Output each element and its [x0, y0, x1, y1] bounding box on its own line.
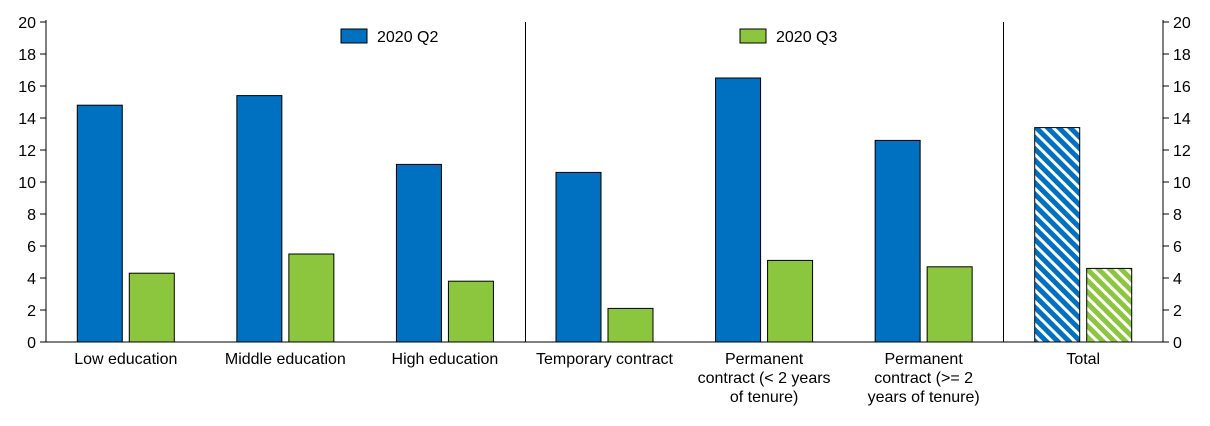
bar-q2-4 — [715, 77, 762, 343]
y-tick-label-left: 16 — [18, 79, 36, 96]
y-tick-label-right: 10 — [1173, 175, 1191, 192]
y-tick-label-right: 18 — [1173, 47, 1191, 64]
x-tick-label-3: Temporary contract — [536, 351, 673, 368]
y-tick-label-right: 6 — [1173, 239, 1182, 256]
y-tick-label-left: 0 — [27, 335, 36, 352]
y-tick-label-right: 12 — [1173, 143, 1191, 160]
y-tick-label-right: 2 — [1173, 303, 1182, 320]
y-tick-label-left: 12 — [18, 143, 36, 160]
bar-q3-1 — [288, 253, 335, 343]
x-tick-label-2: High education — [392, 351, 499, 368]
bar-q2-2 — [395, 163, 442, 343]
group-separators — [525, 22, 1004, 342]
x-tick-label-4: Permanent contract (< 2 years of tenure) — [698, 351, 831, 406]
legend-swatch-q3 — [739, 28, 767, 44]
legend: 2020 Q2 2020 Q3 — [340, 28, 837, 46]
x-tick-label-0: Low education — [74, 351, 177, 368]
bar-q3-4 — [767, 259, 814, 343]
y-tick-label-left: 8 — [27, 207, 36, 224]
x-tick-label-6: Total — [1066, 351, 1100, 368]
bars — [76, 77, 1133, 343]
bar-q3-2 — [447, 280, 494, 343]
bar-q3-3 — [607, 307, 654, 343]
y-tick-label-right: 16 — [1173, 79, 1191, 96]
y-tick-label-left: 2 — [27, 303, 36, 320]
bar-q3-6 — [1086, 267, 1133, 343]
y-tick-label-right: 8 — [1173, 207, 1182, 224]
x-tick-label-5: Permanent contract (>= 2 years of tenure) — [868, 351, 980, 406]
y-tick-label-left: 10 — [18, 175, 36, 192]
y-tick-label-left: 20 — [18, 15, 36, 32]
y-tick-label-left: 14 — [18, 111, 36, 128]
y-tick-label-left: 18 — [18, 47, 36, 64]
y-tick-label-left: 4 — [27, 271, 36, 288]
bar-q2-0 — [76, 104, 123, 343]
legend-swatch-q2 — [340, 28, 368, 44]
x-tick-labels: Low education Middle education High educat… — [74, 351, 1100, 406]
y-tick-label-left: 6 — [27, 239, 36, 256]
bar-q3-5 — [926, 266, 973, 343]
y-tick-label-right: 14 — [1173, 111, 1191, 128]
legend-label-q2: 2020 Q2 — [377, 29, 438, 46]
y-tick-label-right: 0 — [1173, 335, 1182, 352]
bar-q3-0 — [128, 272, 175, 343]
bar-q2-5 — [874, 139, 921, 343]
bar-q2-3 — [555, 171, 602, 343]
legend-label-q3: 2020 Q3 — [776, 29, 837, 46]
y-tick-label-right: 20 — [1173, 15, 1191, 32]
axes: 0 0 2 2 4 4 6 6 8 8 10 10 12 12 14 14 16 16 18 18 20 20 — [18, 15, 1191, 352]
bar-q2-1 — [236, 95, 283, 343]
bar-q2-6 — [1034, 127, 1081, 343]
x-tick-label-1: Middle education — [225, 351, 346, 368]
y-tick-label-right: 4 — [1173, 271, 1182, 288]
